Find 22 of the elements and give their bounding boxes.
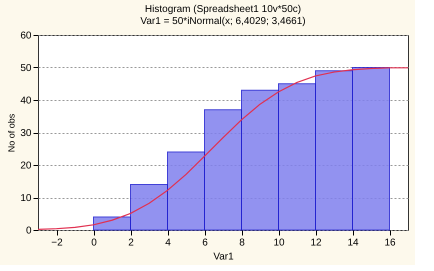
x-tick-label: 6 — [202, 238, 208, 248]
x-tick-label: 14 — [347, 238, 359, 248]
line-series — [37, 67, 409, 230]
x-tick-label: 8 — [239, 238, 246, 248]
y-tick-label: 50 — [20, 63, 32, 74]
y-axis-title: No of obs — [6, 113, 16, 152]
x-axis-title: Var1 — [213, 252, 234, 262]
y-tick-label: 10 — [20, 193, 32, 204]
y-tick-label: 60 — [20, 30, 32, 42]
y-tick-label: 20 — [20, 160, 32, 172]
x-tick-label: −2 — [51, 238, 64, 248]
x-tick-label: 0 — [91, 238, 98, 248]
y-tick-label: 0 — [26, 226, 32, 236]
y-tick-label: 40 — [20, 96, 32, 106]
y-tick-label: 30 — [20, 128, 32, 139]
x-tick-label: 10 — [273, 238, 285, 248]
x-tick-label: 16 — [384, 238, 396, 248]
chart-title: Histogram (Spreadsheet1 10v*50c) — [144, 4, 302, 15]
x-tick-label: 4 — [165, 238, 172, 248]
x-tick-label: 12 — [310, 238, 322, 248]
chart-subtitle: Var1 = 50*iNormal(x; 6,4029; 3,4661) — [140, 16, 306, 27]
x-tick-label: 2 — [128, 238, 134, 248]
